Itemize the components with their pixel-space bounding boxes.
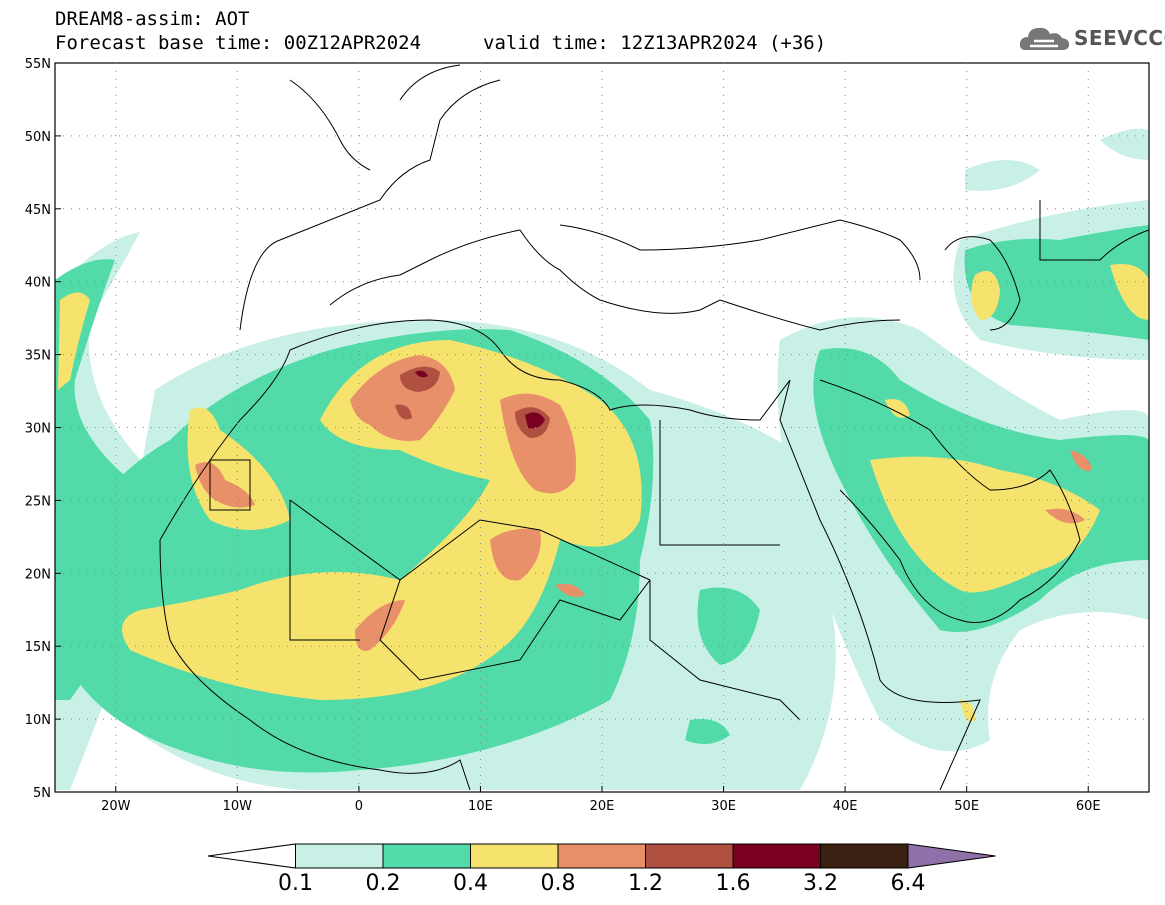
colorbar-segment xyxy=(295,843,384,869)
lat-tick-label: 50N xyxy=(25,130,51,145)
lat-tick-label: 5N xyxy=(33,786,51,801)
map-title: DREAM8-assim: AOT xyxy=(55,8,250,30)
lon-tick-label: 30E xyxy=(711,799,736,814)
colorbar-segment xyxy=(732,843,821,869)
lon-tick-label: 40E xyxy=(833,799,858,814)
colorbar-over-triangle xyxy=(907,843,996,869)
lon-tick-label: 10W xyxy=(223,799,253,814)
lon-axis: 20W 10W 0 10E 20E 30E 40E 50E 60E xyxy=(101,786,1101,814)
colorbar: 0.1 0.2 0.4 0.8 1.2 1.6 3.2 6.4 xyxy=(207,843,996,896)
aot-field xyxy=(55,128,1149,790)
lon-tick-label: 0 xyxy=(355,799,363,814)
lon-tick-label: 60E xyxy=(1076,799,1101,814)
colorbar-segment xyxy=(382,843,471,869)
lat-tick-label: 10N xyxy=(25,713,51,728)
lat-tick-label: 40N xyxy=(25,276,51,291)
colorbar-label: 0.8 xyxy=(541,871,576,896)
valid-time: valid time: 12Z13APR2024 (+36) xyxy=(483,32,827,54)
lat-axis: 55N 50N 45N 40N 35N 30N 25N 20N 15N 10N 5N xyxy=(25,57,61,801)
colorbar-label: 0.2 xyxy=(366,871,401,896)
colorbar-segment xyxy=(557,843,646,869)
seevccc-logo: SEEVCCC xyxy=(1018,22,1165,56)
lat-tick-label: 45N xyxy=(25,203,51,218)
colorbar-label: 3.2 xyxy=(803,871,838,896)
forecast-base-time: Forecast base time: 00Z12APR2024 xyxy=(55,32,422,54)
colorbar-label: 1.2 xyxy=(628,871,663,896)
lat-tick-label: 30N xyxy=(25,422,51,437)
colorbar-label: 1.6 xyxy=(716,871,751,896)
aot-contour-1.6 xyxy=(415,370,545,429)
colorbar-under-triangle xyxy=(207,843,296,869)
cloud-logo-icon xyxy=(1019,27,1070,50)
lat-tick-label: 35N xyxy=(25,349,51,364)
lon-tick-label: 20E xyxy=(590,799,615,814)
lat-tick-label: 25N xyxy=(25,494,51,509)
lon-tick-label: 10E xyxy=(468,799,493,814)
lat-tick-label: 20N xyxy=(25,567,51,582)
logo-text: SEEVCCC xyxy=(1074,26,1165,50)
lon-tick-label: 20W xyxy=(101,799,131,814)
colorbar-label: 0.4 xyxy=(453,871,488,896)
colorbar-segment xyxy=(820,843,909,869)
colorbar-segment xyxy=(645,843,734,869)
colorbar-label: 0.1 xyxy=(278,871,313,896)
lat-tick-label: 55N xyxy=(25,57,51,72)
colorbar-segment xyxy=(470,843,559,869)
lon-tick-label: 50E xyxy=(954,799,979,814)
lat-tick-label: 15N xyxy=(25,640,51,655)
colorbar-label: 6.4 xyxy=(891,871,926,896)
